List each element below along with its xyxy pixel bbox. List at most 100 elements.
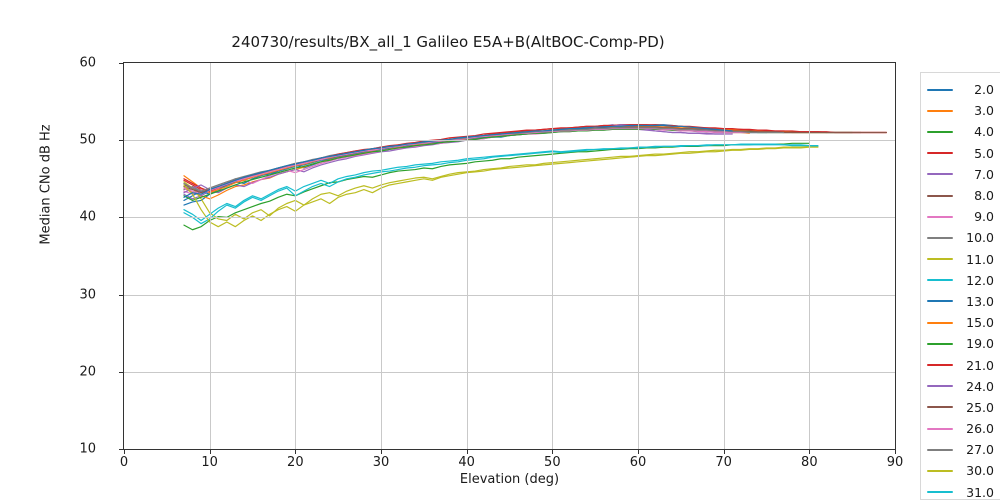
x-tick-label: 80: [801, 455, 818, 470]
series-layer: [183, 124, 888, 231]
legend-label: 4.0: [974, 124, 994, 140]
legend-item[interactable]: 9.0: [921, 206, 1000, 227]
x-tick-mark: [381, 450, 382, 454]
x-tick-mark: [209, 450, 211, 454]
x-tick-label: 30: [372, 455, 390, 470]
legend-item[interactable]: 24.0: [921, 376, 1000, 397]
series-line: [183, 124, 733, 194]
grid-line-horizontal: [124, 140, 895, 142]
legend-item[interactable]: 12.0: [921, 270, 1000, 291]
legend-label: 7.0: [974, 166, 994, 182]
x-tick-label: 40: [458, 455, 475, 470]
x-tick-label: 20: [287, 455, 304, 470]
y-tick-label: 50: [79, 132, 96, 148]
legend-label: 12.0: [966, 272, 994, 288]
plot-area: [123, 62, 896, 450]
x-tick-mark: [638, 450, 639, 454]
grid-line-vertical: [295, 63, 297, 449]
grid-line-horizontal: [124, 294, 895, 296]
legend-color-swatch: [927, 215, 953, 218]
legend-color-swatch: [927, 88, 953, 91]
legend-item[interactable]: 3.0: [921, 100, 1000, 121]
legend-item[interactable]: 31.0: [921, 482, 1000, 500]
legend-label: 10.0: [966, 230, 994, 246]
legend-label: 3.0: [974, 103, 994, 119]
y-axis-label: Median CNo dB Hz: [38, 124, 54, 245]
legend-item[interactable]: 21.0: [921, 354, 1000, 375]
x-tick-label: 10: [201, 455, 218, 470]
x-tick-label: 90: [886, 455, 904, 470]
legend-item[interactable]: 11.0: [921, 249, 1000, 270]
legend-item[interactable]: 2.0: [921, 79, 1000, 100]
legend-label: 24.0: [966, 378, 994, 394]
legend-label: 26.0: [966, 421, 994, 437]
legend-item[interactable]: 10.0: [921, 227, 1000, 248]
y-tick-label: 20: [79, 364, 96, 380]
legend-color-swatch: [927, 109, 953, 112]
legend-color-swatch: [927, 364, 953, 367]
x-tick-mark: [552, 450, 554, 454]
legend-color-swatch: [927, 491, 953, 494]
legend-item[interactable]: 15.0: [921, 312, 1000, 333]
x-tick-mark: [466, 450, 468, 454]
x-axis-label: Elevation (deg): [459, 472, 560, 487]
grid-line-vertical: [552, 63, 554, 449]
grid-line-horizontal: [124, 217, 895, 219]
y-tick-mark: [119, 449, 123, 450]
x-tick-label: 70: [715, 455, 732, 470]
legend-item[interactable]: 5.0: [921, 143, 1000, 164]
legend-color-swatch: [927, 448, 953, 451]
legend-color-swatch: [927, 194, 953, 197]
legend-item[interactable]: 27.0: [921, 439, 1000, 460]
legend-label: 25.0: [966, 399, 994, 415]
legend-item[interactable]: 7.0: [921, 164, 1000, 185]
legend-label: 5.0: [974, 145, 994, 161]
legend-label: 31.0: [966, 484, 994, 500]
y-tick-label: 30: [79, 287, 96, 303]
legend-label: 15.0: [966, 315, 994, 331]
legend-color-swatch: [927, 173, 953, 176]
grid-line-vertical: [209, 63, 211, 449]
legend-color-swatch: [927, 469, 953, 472]
x-tick-label: 50: [544, 455, 561, 470]
legend-item[interactable]: 19.0: [921, 333, 1000, 354]
legend-label: 13.0: [966, 293, 994, 309]
legend-color-swatch: [927, 321, 953, 324]
legend-color-swatch: [927, 152, 953, 155]
x-tick-mark: [723, 450, 725, 454]
legend-label: 30.0: [966, 463, 994, 479]
y-tick-mark: [119, 294, 123, 296]
series-line: [183, 146, 819, 228]
legend-label: 2.0: [974, 82, 994, 98]
y-tick-label: 40: [79, 209, 96, 225]
series-line: [183, 143, 819, 222]
legend-color-swatch: [927, 427, 953, 430]
y-tick-label: 10: [79, 441, 96, 457]
legend-color-swatch: [927, 258, 953, 261]
legend-item[interactable]: 13.0: [921, 291, 1000, 312]
legend[interactable]: 2.0 3.0 4.0 5.0 7.0 8.0 9.0 10.0 11.0 12.0 13.0 15.…: [920, 72, 1000, 500]
legend-label: 9.0: [974, 209, 994, 225]
legend-label: 8.0: [974, 188, 994, 204]
legend-item[interactable]: 8.0: [921, 185, 1000, 206]
y-tick-mark: [119, 63, 123, 64]
legend-item[interactable]: 30.0: [921, 460, 1000, 481]
x-tick-mark: [895, 450, 896, 454]
legend-color-swatch: [927, 385, 953, 388]
series-line: [183, 145, 810, 222]
y-tick-mark: [119, 371, 123, 373]
legend-item[interactable]: 26.0: [921, 418, 1000, 439]
legend-color-swatch: [927, 279, 953, 282]
legend-item[interactable]: 4.0: [921, 121, 1000, 142]
legend-color-swatch: [927, 406, 953, 409]
legend-color-swatch: [927, 300, 953, 303]
page-title: 240730/results/BX_all_1 Galileo E5A+B(Al…: [231, 33, 665, 51]
grid-line-vertical: [809, 63, 811, 449]
x-tick-label: 0: [119, 455, 129, 470]
series-line: [183, 124, 888, 192]
legend-label: 27.0: [966, 442, 994, 458]
y-tick-mark: [119, 217, 123, 219]
y-tick-label: 60: [79, 55, 96, 71]
legend-item[interactable]: 25.0: [921, 397, 1000, 418]
